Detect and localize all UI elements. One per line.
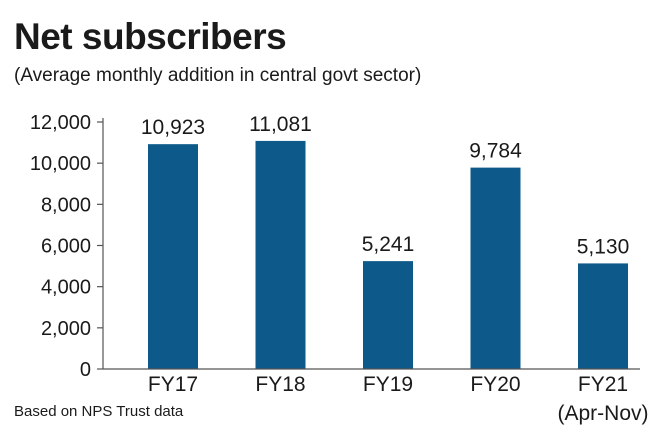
value-label: 5,241 [362,233,415,256]
y-tick-label: 2,000 [41,318,91,340]
y-tick-label: 10,000 [30,153,91,175]
chart-title: Net subscribers [14,16,287,57]
source-note: Based on NPS Trust data [14,403,184,420]
bar-fy21 [578,263,628,369]
chart-subtitle: (Average monthly addition in central gov… [14,65,422,86]
value-label: 5,130 [577,235,630,258]
y-tick-label: 12,000 [30,112,91,134]
x-tick-label: FY19 [363,373,413,396]
bar-fy18 [255,140,306,369]
y-tick-label: 6,000 [41,236,91,258]
y-tick-label: 0 [80,359,91,381]
value-label: 9,784 [469,140,522,163]
value-label: 10,923 [141,116,205,139]
value-label: 11,081 [249,113,312,136]
bar-fy20 [470,167,521,369]
y-tick-label: 8,000 [41,194,91,216]
x-tick-label: FY20 [470,373,520,396]
x-tick-label: FY17 [148,373,198,396]
bar-fy17 [148,144,198,369]
x-tick-sublabel: (Apr-Nov) [557,402,648,425]
x-tick-label: FY18 [255,373,305,396]
y-tick-label: 4,000 [41,277,91,299]
x-tick-label: FY21 [578,373,628,396]
bar-fy19 [363,261,413,369]
